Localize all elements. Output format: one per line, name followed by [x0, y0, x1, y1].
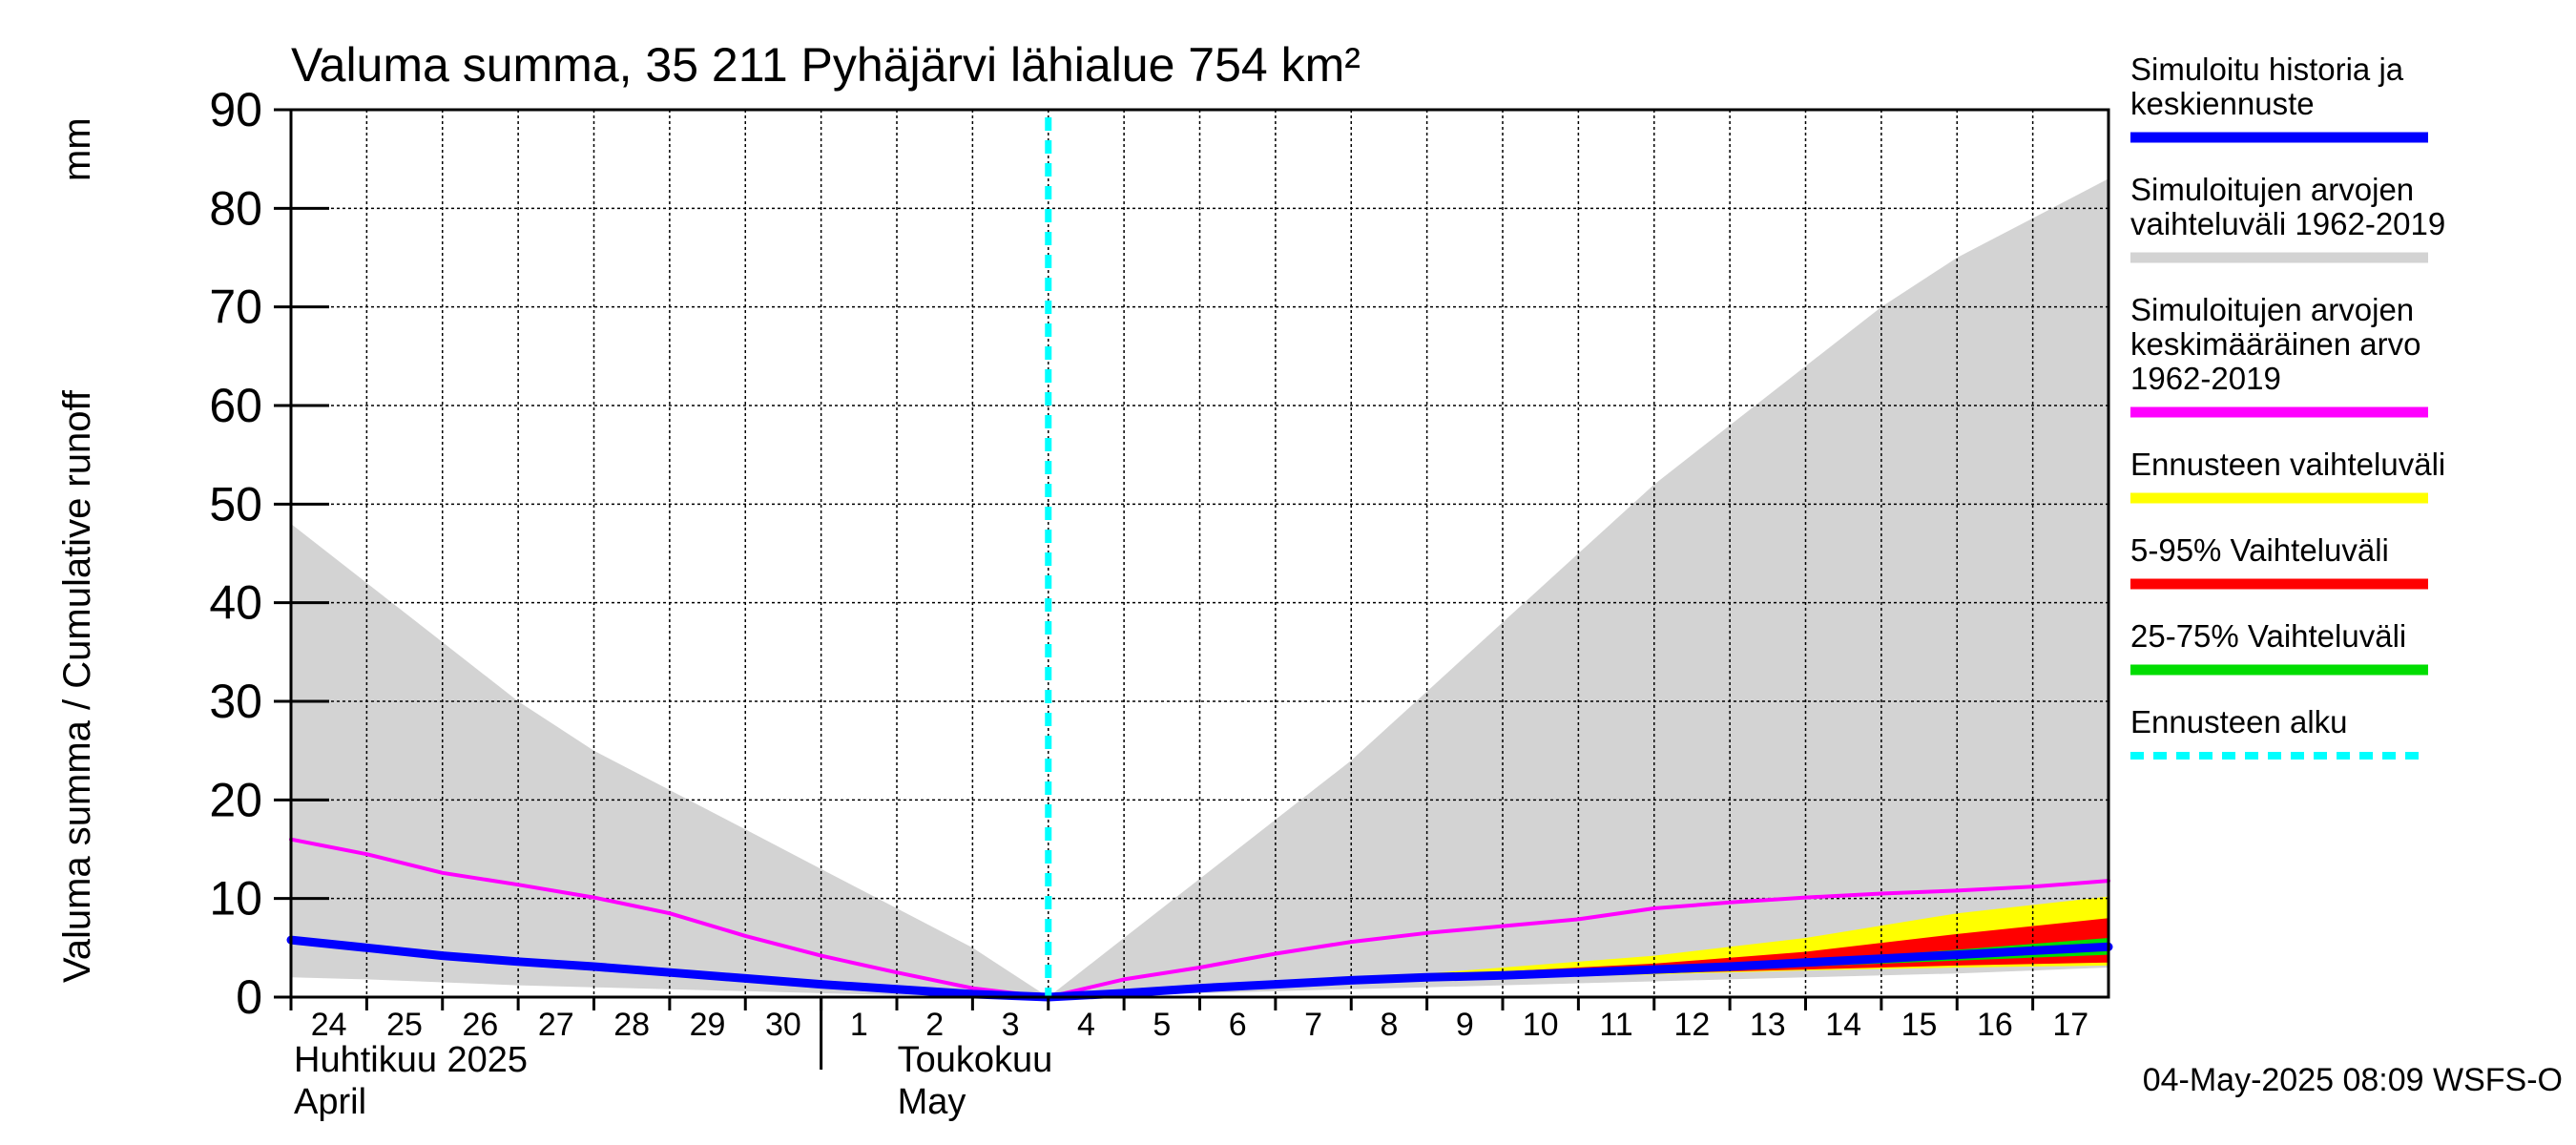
x-tick-label-23: 17	[2052, 1007, 2088, 1043]
legend-label-2-1: keskimääräinen arvo	[2130, 326, 2420, 362]
x-tick-label-11: 5	[1153, 1007, 1171, 1043]
month-label-fi-0: Huhtikuu 2025	[294, 1040, 528, 1080]
y-axis-label: Valuma summa / Cumulative runoff	[56, 389, 98, 983]
x-tick-label-13: 7	[1304, 1007, 1322, 1043]
chart-title: Valuma summa, 35 211 Pyhäjärvi lähialue …	[291, 38, 1361, 92]
y-tick-label-1: 10	[209, 872, 262, 926]
y-tick-label-5: 50	[209, 477, 262, 531]
y-tick-label-0: 0	[236, 970, 262, 1024]
y-tick-label-9: 90	[209, 83, 262, 136]
x-tick-label-2: 26	[463, 1007, 499, 1043]
x-tick-label-18: 12	[1674, 1007, 1711, 1043]
x-tick-label-15: 9	[1456, 1007, 1474, 1043]
month-label-en-1: May	[898, 1082, 966, 1122]
x-tick-label-7: 1	[850, 1007, 868, 1043]
legend-label-5-0: 25-75% Vaihteluväli	[2130, 618, 2406, 654]
y-tick-label-8: 80	[209, 181, 262, 235]
x-tick-label-10: 4	[1077, 1007, 1095, 1043]
legend-label-0-0: Simuloitu historia ja	[2130, 52, 2404, 87]
y-tick-label-7: 70	[209, 281, 262, 334]
x-tick-label-4: 28	[613, 1007, 650, 1043]
y-tick-label-4: 40	[209, 576, 262, 630]
x-tick-label-9: 3	[1002, 1007, 1020, 1043]
y-tick-label-6: 60	[209, 379, 262, 432]
footer-timestamp: 04-May-2025 08:09 WSFS-O	[2143, 1062, 2563, 1098]
legend-label-0-1: keskiennuste	[2130, 86, 2315, 121]
x-tick-label-14: 8	[1380, 1007, 1398, 1043]
legend-label-2-0: Simuloitujen arvojen	[2130, 292, 2414, 327]
x-tick-label-12: 6	[1229, 1007, 1247, 1043]
x-tick-label-1: 25	[386, 1007, 423, 1043]
legend-label-1-0: Simuloitujen arvojen	[2130, 172, 2414, 207]
month-label-fi-1: Toukokuu	[898, 1040, 1053, 1080]
x-tick-label-17: 11	[1599, 1007, 1632, 1043]
x-tick-label-21: 15	[1901, 1007, 1938, 1043]
series-line-1	[286, 935, 2113, 1002]
month-label-en-0: April	[294, 1082, 366, 1122]
legend-label-3-0: Ennusteen vaihteluväli	[2130, 447, 2445, 482]
series-line-0	[289, 837, 2110, 999]
x-tick-label-16: 10	[1523, 1007, 1559, 1043]
legend-label-4-0: 5-95% Vaihteluväli	[2130, 532, 2389, 568]
x-tick-label-6: 30	[765, 1007, 801, 1043]
y-axis-unit: mm	[56, 117, 98, 181]
x-tick-label-22: 16	[1977, 1007, 2013, 1043]
x-tick-label-19: 13	[1750, 1007, 1786, 1043]
legend-label-2-2: 1962-2019	[2130, 361, 2281, 396]
legend-label-1-1: vaihteluväli 1962-2019	[2130, 206, 2445, 241]
x-tick-label-0: 24	[311, 1007, 347, 1043]
x-tick-label-3: 27	[538, 1007, 574, 1043]
y-tick-label-2: 20	[209, 773, 262, 826]
x-tick-label-5: 29	[690, 1007, 726, 1043]
y-tick-label-3: 30	[209, 675, 262, 728]
x-tick-label-8: 2	[925, 1007, 944, 1043]
legend-label-6-0: Ennusteen alku	[2130, 704, 2348, 739]
x-tick-label-20: 14	[1825, 1007, 1861, 1043]
